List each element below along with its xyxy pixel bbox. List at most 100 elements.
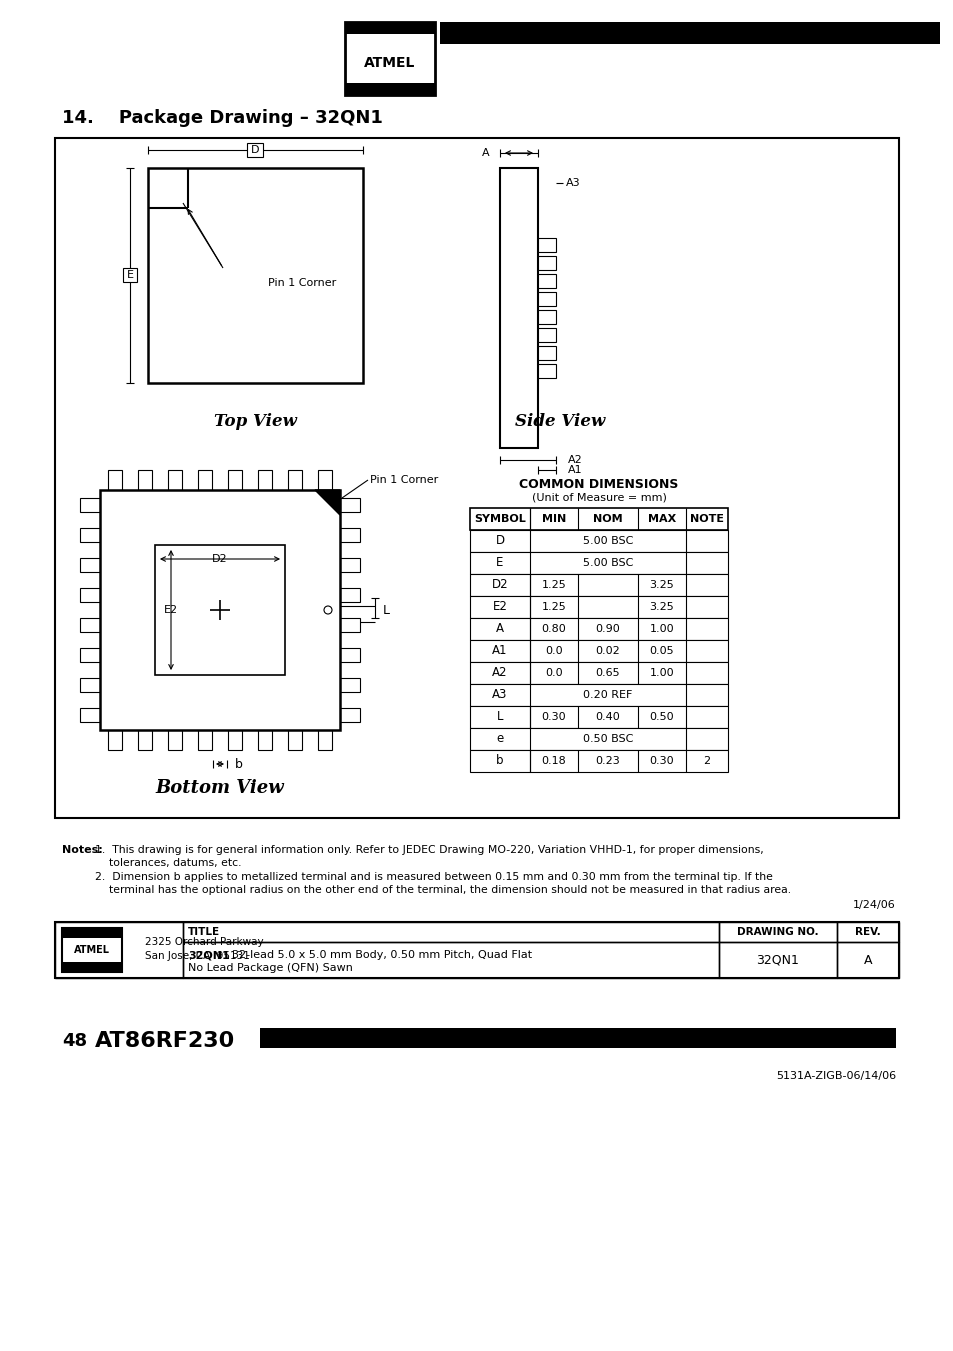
Bar xyxy=(168,470,182,490)
Text: 1/24/06: 1/24/06 xyxy=(852,900,895,911)
Bar xyxy=(339,528,359,542)
Bar xyxy=(719,921,836,942)
Bar xyxy=(470,574,727,596)
Text: E: E xyxy=(496,557,503,570)
Bar xyxy=(154,544,285,676)
Text: 2325 Orchard Parkway: 2325 Orchard Parkway xyxy=(145,938,263,947)
Bar xyxy=(161,603,181,617)
Bar xyxy=(288,730,302,750)
Text: e: e xyxy=(496,732,503,746)
Text: ATMEL: ATMEL xyxy=(364,55,416,70)
Bar xyxy=(339,678,359,692)
Text: 1.00: 1.00 xyxy=(649,667,674,678)
Text: 32QN1: 32QN1 xyxy=(756,954,799,966)
Bar xyxy=(62,928,122,971)
Bar xyxy=(339,648,359,662)
Bar xyxy=(108,730,122,750)
Bar xyxy=(537,292,556,305)
Text: Pin 1 Corner: Pin 1 Corner xyxy=(268,278,335,288)
Bar xyxy=(345,22,435,34)
Text: D2: D2 xyxy=(491,578,508,592)
Bar xyxy=(247,143,263,157)
Text: b: b xyxy=(234,758,243,770)
Text: 0.05: 0.05 xyxy=(649,646,674,657)
Text: 5.00 BSC: 5.00 BSC xyxy=(582,536,633,546)
Bar xyxy=(470,707,727,728)
Bar xyxy=(80,528,100,542)
Bar xyxy=(537,309,556,324)
Bar xyxy=(62,928,122,938)
Text: , 32-lead 5.0 x 5.0 mm Body, 0.50 mm Pitch, Quad Flat: , 32-lead 5.0 x 5.0 mm Body, 0.50 mm Pit… xyxy=(225,950,532,961)
Text: 2.  Dimension b applies to metallized terminal and is measured between 0.15 mm a: 2. Dimension b applies to metallized ter… xyxy=(95,871,772,882)
Bar xyxy=(537,328,556,342)
Text: 0.30: 0.30 xyxy=(649,757,674,766)
Bar xyxy=(100,490,339,730)
Bar xyxy=(470,750,727,771)
Text: 1.25: 1.25 xyxy=(541,580,566,590)
Text: Side View: Side View xyxy=(515,412,604,430)
Text: DRAWING NO.: DRAWING NO. xyxy=(737,927,818,938)
Bar xyxy=(183,942,719,978)
Bar xyxy=(80,708,100,721)
Text: b: b xyxy=(496,754,503,767)
Bar xyxy=(537,363,556,378)
Bar xyxy=(470,728,727,750)
Text: A2: A2 xyxy=(567,455,582,465)
Bar xyxy=(55,921,183,978)
Text: Notes:: Notes: xyxy=(62,844,103,855)
Bar xyxy=(339,708,359,721)
Text: 0.20 REF: 0.20 REF xyxy=(582,690,632,700)
Bar xyxy=(198,470,212,490)
Text: L: L xyxy=(382,604,390,616)
Bar xyxy=(719,942,836,978)
Bar xyxy=(210,553,230,566)
Text: 14.    Package Drawing – 32QN1: 14. Package Drawing – 32QN1 xyxy=(62,109,382,127)
Text: 0.0: 0.0 xyxy=(544,646,562,657)
Text: 0.0: 0.0 xyxy=(544,667,562,678)
Bar xyxy=(317,470,332,490)
Bar xyxy=(257,470,272,490)
Text: tolerances, datums, etc.: tolerances, datums, etc. xyxy=(95,858,241,867)
Text: A: A xyxy=(496,623,503,635)
Text: No Lead Package (QFN) Sawn: No Lead Package (QFN) Sawn xyxy=(188,963,353,973)
Bar xyxy=(345,82,435,95)
Bar xyxy=(339,617,359,632)
Bar xyxy=(138,470,152,490)
Text: A: A xyxy=(482,149,490,158)
Text: Top View: Top View xyxy=(213,412,296,430)
Bar xyxy=(288,470,302,490)
Text: E2: E2 xyxy=(492,600,507,613)
Text: A3: A3 xyxy=(492,689,507,701)
Text: L: L xyxy=(497,711,503,724)
Text: San Jose, CA  95131: San Jose, CA 95131 xyxy=(145,951,250,961)
Bar xyxy=(537,238,556,253)
Bar xyxy=(228,470,242,490)
Bar xyxy=(198,730,212,750)
Bar xyxy=(470,640,727,662)
Text: 1.  This drawing is for general information only. Refer to JEDEC Drawing MO-220,: 1. This drawing is for general informati… xyxy=(95,844,763,855)
Text: 0.50: 0.50 xyxy=(649,712,674,721)
Text: 0.30: 0.30 xyxy=(541,712,566,721)
Bar xyxy=(80,558,100,571)
Bar xyxy=(470,596,727,617)
Bar xyxy=(470,508,727,530)
Text: D2: D2 xyxy=(212,554,228,563)
Bar xyxy=(499,168,537,449)
Text: A1: A1 xyxy=(492,644,507,658)
Bar xyxy=(339,499,359,512)
Bar xyxy=(80,617,100,632)
Text: 0.40: 0.40 xyxy=(595,712,619,721)
Text: AT86RF230: AT86RF230 xyxy=(95,1031,235,1051)
Text: 48: 48 xyxy=(62,1032,87,1050)
Bar xyxy=(537,255,556,270)
Bar xyxy=(537,274,556,288)
Text: 0.50 BSC: 0.50 BSC xyxy=(582,734,633,744)
Bar xyxy=(55,138,898,817)
Text: REV.: REV. xyxy=(854,927,880,938)
Text: NOM: NOM xyxy=(593,513,622,524)
Text: 3.25: 3.25 xyxy=(649,603,674,612)
Text: Bottom View: Bottom View xyxy=(155,780,284,797)
Text: terminal has the optional radius on the other end of the terminal, the dimension: terminal has the optional radius on the … xyxy=(95,885,790,894)
Text: SYMBOL: SYMBOL xyxy=(474,513,525,524)
Text: 0.23: 0.23 xyxy=(595,757,619,766)
